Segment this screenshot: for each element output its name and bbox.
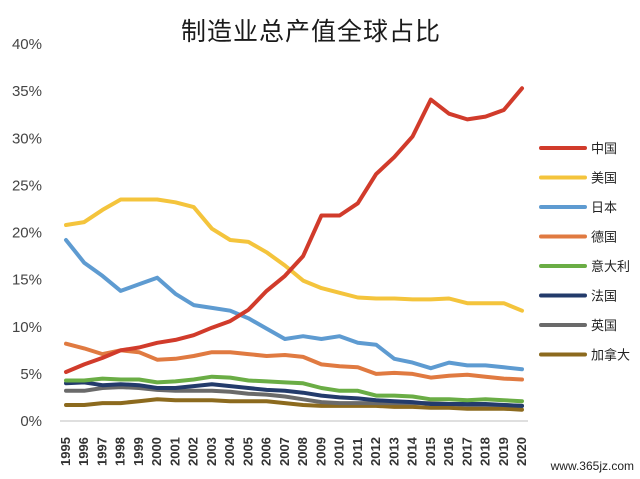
x-tick-label: 2006 — [259, 437, 274, 466]
x-tick-label: 2001 — [167, 437, 182, 466]
legend-label: 意大利 — [591, 259, 630, 275]
x-tick-label: 2011 — [350, 438, 365, 466]
x-tick-label: 1995 — [58, 437, 73, 466]
x-tick-label: 2010 — [332, 437, 347, 466]
watermark: www.365jz.com — [550, 459, 634, 473]
x-tick-label: 1997 — [94, 437, 109, 466]
legend-label: 加拿大 — [591, 348, 630, 364]
x-tick-label: 2015 — [423, 437, 438, 466]
y-tick-label: 15% — [12, 272, 42, 289]
chart-title: 制造业总产值全球占比 — [180, 17, 441, 46]
series-line — [64, 238, 524, 372]
x-tick-label: 1999 — [131, 437, 146, 466]
series-line — [64, 86, 524, 374]
series-line — [64, 341, 524, 382]
y-tick-label: 25% — [12, 177, 42, 194]
x-tick-label: 2005 — [240, 437, 255, 466]
series-line — [64, 380, 524, 408]
series-line — [64, 197, 524, 313]
x-tick-label: 2008 — [295, 437, 310, 466]
x-tick-label: 2013 — [386, 437, 401, 466]
x-tick-label: 2020 — [514, 437, 529, 466]
x-tick-label: 2016 — [441, 437, 456, 466]
series-line — [64, 397, 524, 412]
x-tick-label: 2012 — [368, 437, 383, 466]
y-tick-label: 35% — [12, 83, 42, 100]
y-tick-label: 30% — [12, 130, 42, 147]
x-tick-label: 2000 — [149, 437, 164, 466]
x-tick-label: 2002 — [186, 437, 201, 466]
legend-label: 德国 — [591, 231, 617, 246]
y-tick-label: 0% — [20, 413, 42, 430]
y-tick-label: 20% — [12, 225, 42, 242]
legend-label: 日本 — [591, 201, 617, 216]
x-tick-label: 1996 — [76, 437, 91, 466]
series-line — [64, 374, 524, 404]
y-tick-label: 40% — [12, 36, 42, 53]
y-tick-label: 5% — [20, 366, 42, 383]
legend-label: 美国 — [591, 172, 617, 187]
x-tick-label: 2019 — [496, 437, 511, 466]
x-tick-label: 2004 — [222, 436, 237, 466]
x-tick-label: 2018 — [478, 437, 493, 466]
x-tick-label: 2007 — [277, 437, 292, 466]
x-tick-label: 2003 — [204, 437, 219, 466]
legend-label: 英国 — [591, 319, 617, 334]
x-tick-label: 2014 — [405, 436, 420, 466]
y-tick-label: 10% — [12, 319, 42, 336]
x-tick-label: 1998 — [113, 437, 128, 466]
legend-label: 中国 — [591, 142, 617, 157]
x-tick-label: 2017 — [459, 437, 474, 466]
x-tick-label: 2009 — [313, 437, 328, 466]
legend-label: 法国 — [591, 290, 617, 305]
